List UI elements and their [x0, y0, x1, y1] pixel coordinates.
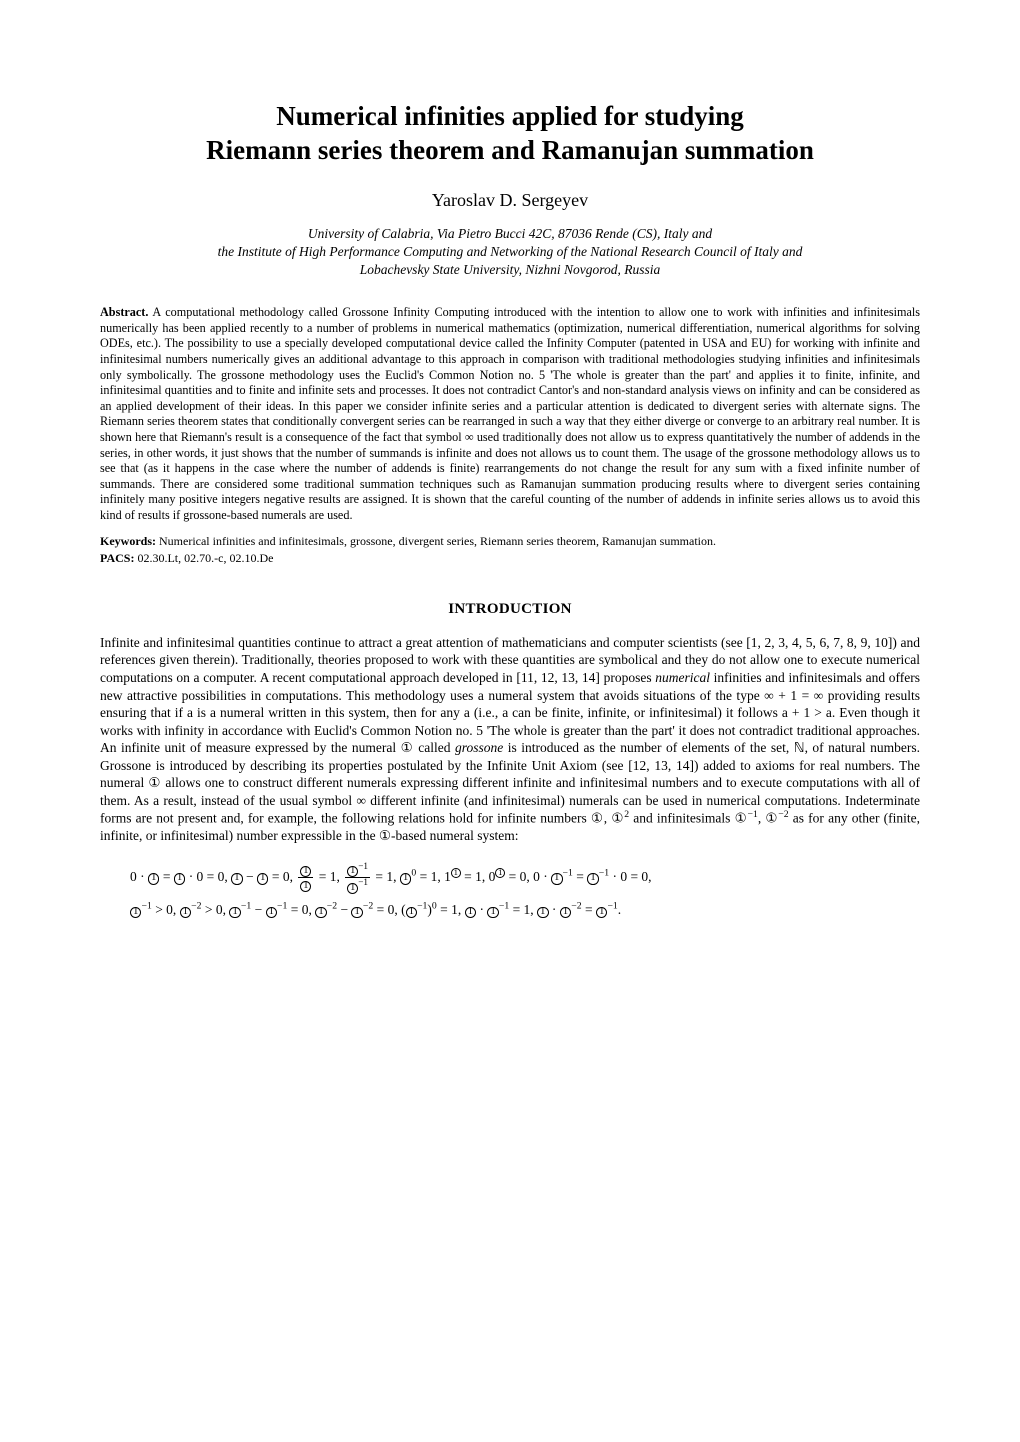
section-heading-introduction: INTRODUCTION — [100, 601, 920, 618]
display-equations: 0 · 1 = 1 · 0 = 0, 1 − 1 = 0, 11 = 1, 1−… — [130, 861, 920, 927]
keywords: Keywords: Numerical infinities and infin… — [100, 534, 920, 550]
grossone-symbol: 1 — [130, 907, 141, 918]
pacs-body: 02.30.Lt, 02.70.-c, 02.10.De — [134, 551, 273, 565]
affil-line-3: Lobachevsky State University, Nizhni Nov… — [360, 262, 661, 277]
intro-text-5: , ① — [758, 811, 778, 826]
grossone-symbol: 1 — [551, 873, 562, 884]
affil-line-1: University of Calabria, Via Pietro Bucci… — [308, 226, 712, 241]
grossone-symbol: 1 — [229, 907, 240, 918]
grossone-symbol: 1 — [400, 873, 411, 884]
eq-line-2: 1−1 > 0, 1−2 > 0, 1−1 − 1−1 = 0, 1−2 − 1… — [130, 902, 621, 917]
grossone-symbol: 1 — [560, 907, 571, 918]
intro-sup-m1: −1 — [747, 809, 757, 820]
fraction: 11 — [296, 864, 315, 892]
affil-line-2: the Institute of High Performance Comput… — [218, 244, 803, 259]
grossone-symbol: 1 — [351, 907, 362, 918]
intro-sup-m2: −2 — [778, 809, 788, 820]
grossone-symbol: 1 — [257, 873, 268, 884]
grossone-symbol: 1 — [315, 907, 326, 918]
grossone-symbol: 1 — [465, 907, 476, 918]
intro-emph-numerical: numerical — [655, 670, 710, 685]
pacs: PACS: 02.30.Lt, 02.70.-c, 02.10.De — [100, 551, 920, 567]
intro-paragraph: Infinite and infinitesimal quantities co… — [100, 634, 920, 845]
grossone-symbol: 1 — [148, 873, 159, 884]
grossone-symbol: 1 — [596, 907, 607, 918]
pacs-label: PACS: — [100, 551, 134, 565]
abstract-body: A computational methodology called Gross… — [100, 305, 920, 522]
grossone-symbol: 1 — [266, 907, 277, 918]
eq-line-1: 0 · 1 = 1 · 0 = 0, 1 − 1 = 0, 11 = 1, 1−… — [130, 869, 652, 884]
grossone-symbol: 1 — [180, 907, 191, 918]
keywords-body: Numerical infinities and infinitesimals,… — [156, 534, 716, 548]
fraction: 1−11−1 — [343, 862, 372, 895]
title-line-2: Riemann series theorem and Ramanujan sum… — [206, 135, 814, 165]
paper-title: Numerical infinities applied for studyin… — [100, 100, 920, 168]
title-line-1: Numerical infinities applied for studyin… — [276, 101, 744, 131]
abstract: Abstract. A computational methodology ca… — [100, 305, 920, 524]
author-name: Yaroslav D. Sergeyev — [100, 190, 920, 211]
grossone-symbol: 1 — [231, 873, 242, 884]
keywords-label: Keywords: — [100, 534, 156, 548]
abstract-label: Abstract. — [100, 305, 148, 319]
intro-emph-grossone: grossone — [455, 740, 503, 755]
grossone-symbol: 1 — [587, 873, 598, 884]
affiliations: University of Calabria, Via Pietro Bucci… — [100, 225, 920, 280]
grossone-symbol: 1 — [174, 873, 185, 884]
paper-page: Numerical infinities applied for studyin… — [0, 0, 1020, 987]
grossone-symbol: 1 — [537, 907, 548, 918]
grossone-symbol: 1 — [406, 907, 417, 918]
intro-text-4: and infinitesimals ① — [629, 811, 747, 826]
grossone-symbol: 1 — [487, 907, 498, 918]
